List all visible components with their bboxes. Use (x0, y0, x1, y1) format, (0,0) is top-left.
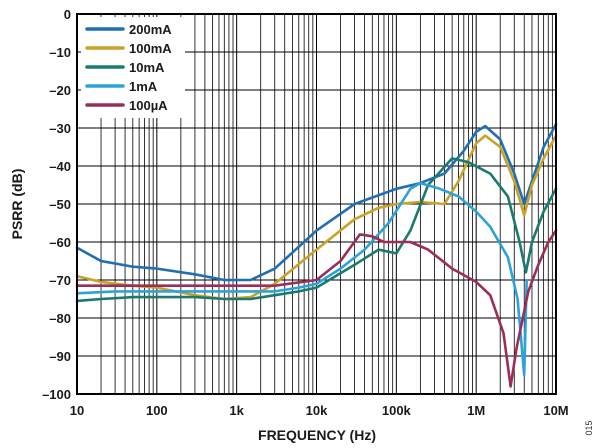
legend: 200mA 100mA 10mA 1mA 100µA (81, 17, 185, 118)
x-tick-label: 1k (229, 403, 244, 418)
y-tick-label: –80 (49, 311, 71, 326)
legend-label: 1mA (129, 79, 158, 94)
x-tick-label: 10k (306, 403, 328, 418)
legend-label: 200mA (129, 22, 172, 37)
y-tick-label: –40 (49, 159, 71, 174)
y-axis-label: PSRR (dB) (9, 169, 25, 240)
y-tick-labels: 0 –10 –20 –30 –40 –50 –60 –70 –80 –90 –100 (42, 7, 71, 402)
figure-code: 015 (584, 420, 594, 435)
y-tick-label: 0 (64, 7, 71, 22)
y-tick-label: –100 (42, 387, 71, 402)
x-tick-labels: 10 100 1k 10k 100k 1M 10M (70, 403, 569, 418)
x-tick-label: 1M (467, 403, 485, 418)
y-tick-label: –20 (49, 83, 71, 98)
y-tick-label: –70 (49, 273, 71, 288)
y-tick-label: –10 (49, 45, 71, 60)
legend-label: 10mA (129, 60, 165, 75)
legend-label: 100mA (129, 41, 172, 56)
y-tick-label: –60 (49, 235, 71, 250)
legend-label: 100µA (129, 98, 168, 113)
x-axis-label: FREQUENCY (Hz) (258, 427, 376, 443)
x-tick-label: 10 (70, 403, 84, 418)
y-tick-label: –90 (49, 349, 71, 364)
y-tick-label: –30 (49, 121, 71, 136)
x-tick-label: 100 (146, 403, 168, 418)
y-tick-label: –50 (49, 197, 71, 212)
x-tick-label: 10M (543, 403, 568, 418)
x-tick-label: 100k (382, 403, 412, 418)
